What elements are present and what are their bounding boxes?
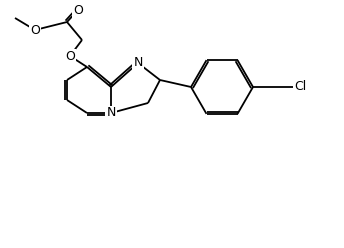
Text: O: O: [73, 3, 83, 17]
Text: O: O: [30, 24, 40, 36]
Text: N: N: [106, 106, 116, 120]
Text: O: O: [65, 50, 75, 62]
Text: N: N: [133, 57, 143, 69]
Text: Cl: Cl: [294, 81, 306, 93]
